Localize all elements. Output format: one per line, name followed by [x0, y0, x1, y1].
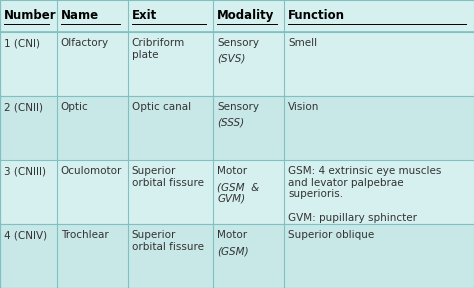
Text: Superior
orbital fissure: Superior orbital fissure	[132, 230, 204, 252]
Text: Function: Function	[288, 9, 345, 22]
Text: Cribriform
plate: Cribriform plate	[132, 38, 185, 60]
Text: Sensory: Sensory	[217, 102, 259, 112]
Bar	[0, 160, 474, 224]
Text: Motor: Motor	[217, 166, 247, 176]
Text: 4 (CNIV): 4 (CNIV)	[4, 230, 47, 240]
Text: Optic: Optic	[61, 102, 89, 112]
Text: Number: Number	[4, 9, 56, 22]
Text: Superior oblique: Superior oblique	[288, 230, 374, 240]
Text: Smell: Smell	[288, 38, 317, 48]
Text: GSM: 4 extrinsic eye muscles
and levator palpebrae
superioris.

GVM: pupillary s: GSM: 4 extrinsic eye muscles and levator…	[288, 166, 442, 223]
Bar	[0, 224, 474, 288]
Text: Exit: Exit	[132, 9, 157, 22]
Text: 2 (CNII): 2 (CNII)	[4, 102, 43, 112]
Text: Oculomotor: Oculomotor	[61, 166, 122, 176]
Text: (SVS): (SVS)	[217, 54, 246, 64]
Text: (GSM): (GSM)	[217, 246, 249, 256]
Text: Vision: Vision	[288, 102, 319, 112]
Text: (GSM  &
GVM): (GSM & GVM)	[217, 182, 259, 204]
Text: Modality: Modality	[217, 9, 274, 22]
Bar	[0, 32, 474, 96]
Text: Sensory: Sensory	[217, 38, 259, 48]
Text: Superior
orbital fissure: Superior orbital fissure	[132, 166, 204, 188]
Text: Trochlear: Trochlear	[61, 230, 109, 240]
Text: 3 (CNIII): 3 (CNIII)	[4, 166, 46, 176]
Bar	[0, 0, 474, 32]
Text: Optic canal: Optic canal	[132, 102, 191, 112]
Text: Olfactory: Olfactory	[61, 38, 109, 48]
Bar	[0, 96, 474, 160]
Text: Name: Name	[61, 9, 99, 22]
Text: (SSS): (SSS)	[217, 118, 244, 128]
Text: Motor: Motor	[217, 230, 247, 240]
Text: 1 (CNI): 1 (CNI)	[4, 38, 40, 48]
